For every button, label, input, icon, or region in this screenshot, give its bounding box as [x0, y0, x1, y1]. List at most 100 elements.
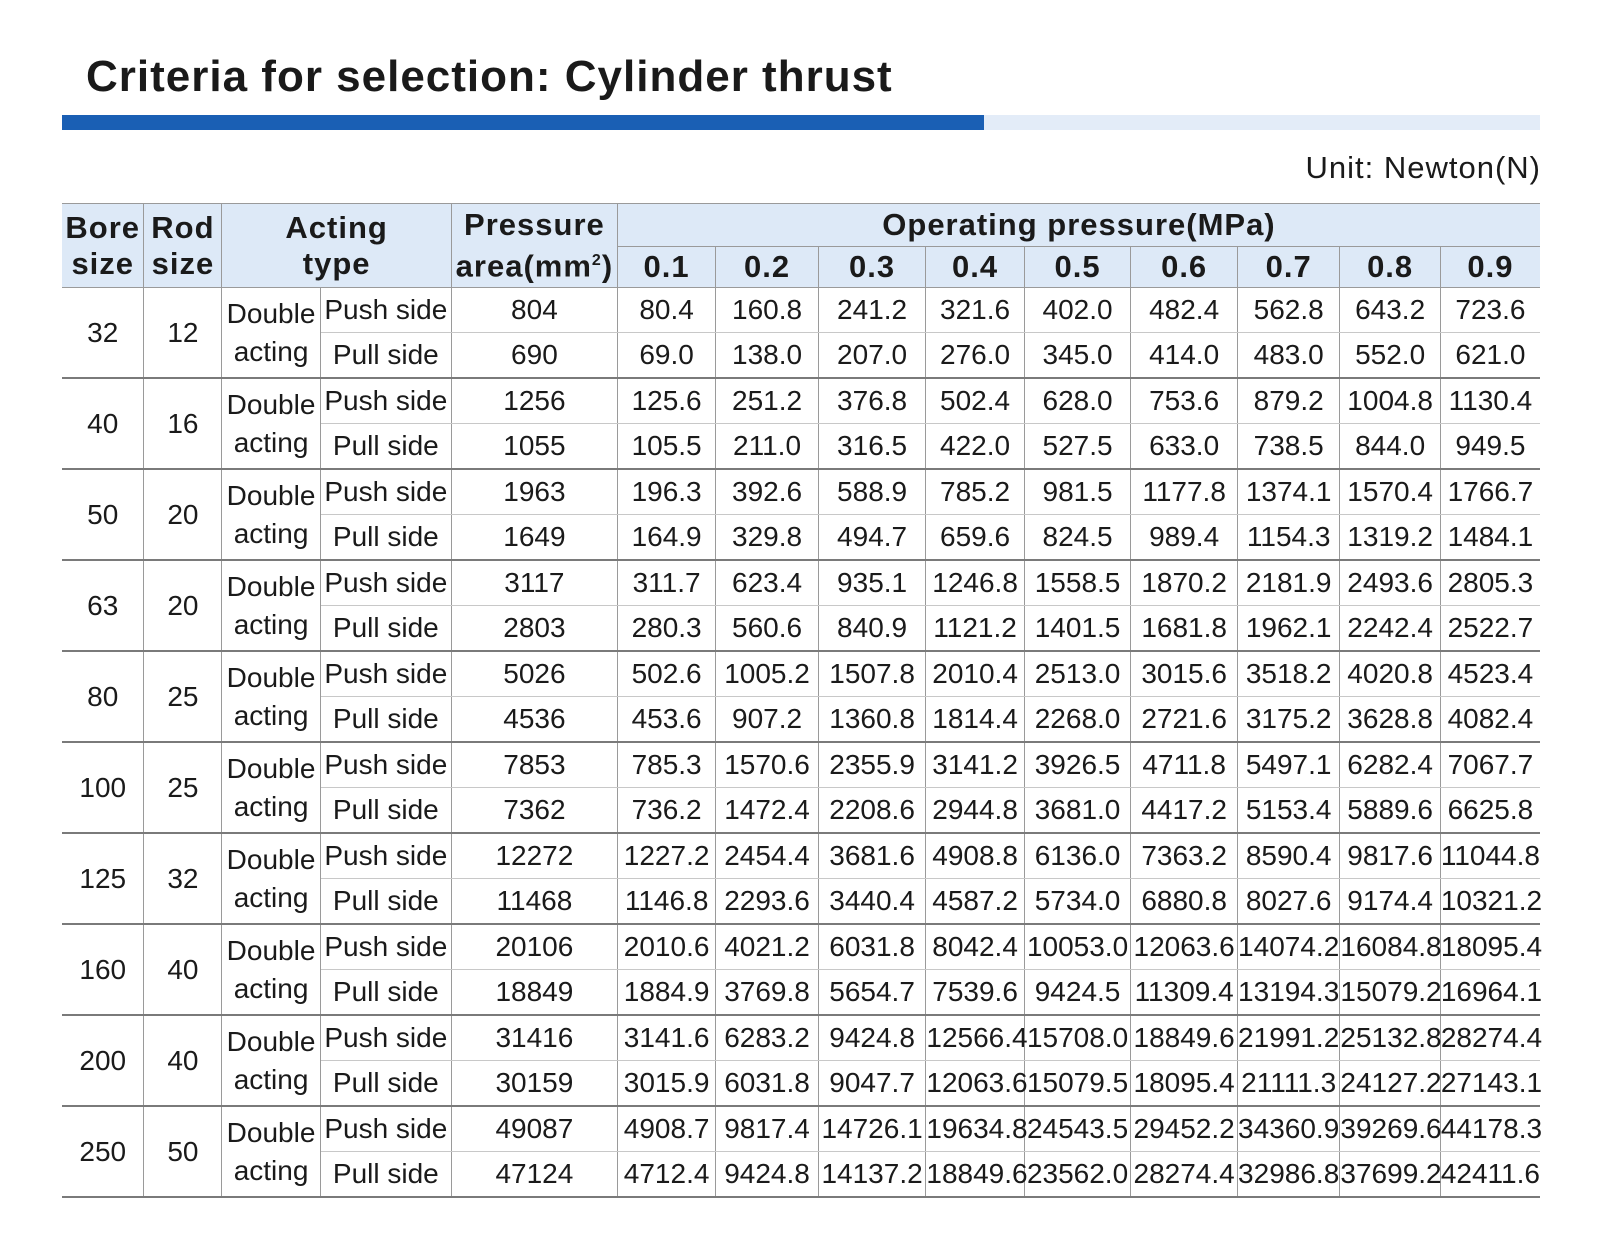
header-pressure-0.7: 0.7 — [1236, 246, 1341, 288]
side-cell: Push side — [319, 924, 452, 970]
thrust-value-cell: 13194.3 — [1236, 969, 1341, 1016]
side-cell: Pull side — [320, 787, 452, 834]
thrust-value-cell: 276.0 — [925, 332, 1025, 379]
thrust-value-cell: 251.2 — [715, 378, 819, 424]
rod-size-cell: 40 — [143, 924, 223, 1016]
thrust-value-cell: 7363.2 — [1130, 833, 1238, 879]
side-cell: Pull side — [320, 514, 452, 561]
acting-type-cell: Double acting — [221, 833, 321, 925]
thrust-value-cell: 9174.4 — [1339, 878, 1441, 925]
header-acting-type: Acting type — [221, 203, 452, 288]
thrust-value-cell: 5734.0 — [1023, 878, 1132, 925]
pressure-area-cell: 1649 — [450, 514, 618, 561]
side-cell: Pull side — [320, 605, 452, 652]
thrust-value-cell: 80.4 — [616, 287, 717, 333]
pressure-area-cell: 20106 — [450, 924, 618, 970]
thrust-value-cell: 3141.6 — [616, 1015, 717, 1061]
pressure-area-cell: 31416 — [450, 1015, 618, 1061]
thrust-value-cell: 785.2 — [925, 469, 1025, 515]
thrust-value-cell: 2522.7 — [1439, 605, 1540, 652]
thrust-value-cell: 628.0 — [1023, 378, 1132, 424]
thrust-value-cell: 1146.8 — [616, 878, 717, 925]
thrust-value-cell: 15708.0 — [1023, 1015, 1132, 1061]
thrust-value-cell: 23562.0 — [1023, 1151, 1132, 1198]
thrust-value-cell: 392.6 — [715, 469, 819, 515]
table-row: 32 12 Double acting Push side 804 80.4 160.8 241… — [62, 287, 1540, 379]
header-pressure-0.3: 0.3 — [817, 246, 927, 288]
thrust-value-cell: 3015.9 — [616, 1060, 717, 1107]
thrust-value-cell: 482.4 — [1130, 287, 1238, 333]
table-row: Pull side 2803 280.3 560.6 840.9 1121.2 1401.5… — [62, 605, 1540, 652]
thrust-value-cell: 1121.2 — [925, 605, 1025, 652]
thrust-value-cell: 28274.4 — [1439, 1015, 1542, 1061]
thrust-value-cell: 14074.2 — [1236, 924, 1341, 970]
side-cell: Push side — [319, 378, 452, 424]
header-pressure-0.8: 0.8 — [1339, 246, 1441, 288]
thrust-value-cell: 9817.4 — [715, 1106, 819, 1152]
thrust-value-cell: 9047.7 — [817, 1060, 927, 1107]
thrust-value-cell: 1570.6 — [715, 742, 819, 788]
header-rod-size: Rod size — [143, 203, 223, 288]
side-cell: Push side — [319, 560, 452, 606]
thrust-value-cell: 24127.2 — [1339, 1060, 1442, 1107]
rod-size-cell: 40 — [143, 1015, 223, 1107]
thrust-value-cell: 18849.6 — [1130, 1015, 1238, 1061]
pressure-area-cell: 2803 — [450, 605, 618, 652]
thrust-value-cell: 138.0 — [715, 332, 819, 379]
thrust-value-cell: 2513.0 — [1023, 651, 1132, 697]
rod-size-cell: 50 — [143, 1106, 223, 1198]
thrust-value-cell: 211.0 — [715, 423, 819, 470]
side-cell: Push side — [319, 1015, 452, 1061]
thrust-value-cell: 3440.4 — [817, 878, 927, 925]
thrust-value-cell: 4523.4 — [1439, 651, 1540, 697]
thrust-value-cell: 7067.7 — [1439, 742, 1540, 788]
thrust-value-cell: 16964.1 — [1439, 969, 1542, 1016]
thrust-value-cell: 21111.3 — [1236, 1060, 1341, 1107]
thrust-value-cell: 981.5 — [1023, 469, 1132, 515]
thrust-value-cell: 1681.8 — [1130, 605, 1238, 652]
thrust-value-cell: 1227.2 — [616, 833, 717, 879]
thrust-value-cell: 502.6 — [616, 651, 717, 697]
thrust-value-cell: 5889.6 — [1339, 787, 1441, 834]
thrust-value-cell: 483.0 — [1236, 332, 1341, 379]
thrust-value-cell: 8042.4 — [925, 924, 1025, 970]
bore-size-cell: 50 — [62, 469, 145, 561]
thrust-value-cell: 1472.4 — [715, 787, 819, 834]
header-bore-size: Bore size — [62, 203, 145, 288]
thrust-value-cell: 2010.4 — [925, 651, 1025, 697]
thrust-value-cell: 311.7 — [616, 560, 717, 606]
thrust-value-cell: 502.4 — [925, 378, 1025, 424]
thrust-value-cell: 1319.2 — [1339, 514, 1441, 561]
thrust-value-cell: 844.0 — [1339, 423, 1441, 470]
thrust-value-cell: 414.0 — [1130, 332, 1238, 379]
header-pressure-0.6: 0.6 — [1130, 246, 1238, 288]
thrust-value-cell: 989.4 — [1130, 514, 1238, 561]
thrust-value-cell: 196.3 — [616, 469, 717, 515]
pressure-area-cell: 1256 — [450, 378, 618, 424]
pressure-area-cell: 3117 — [450, 560, 618, 606]
header-pressure-0.4: 0.4 — [925, 246, 1025, 288]
unit-label: Unit: Newton(N) — [1305, 150, 1541, 185]
rod-size-cell: 12 — [143, 287, 223, 379]
acting-type-cell: Double acting — [221, 651, 321, 743]
thrust-value-cell: 1246.8 — [925, 560, 1025, 606]
thrust-value-cell: 1814.4 — [925, 696, 1025, 743]
side-cell: Pull side — [320, 1060, 452, 1107]
pressure-area-cell: 47124 — [450, 1151, 618, 1198]
thrust-value-cell: 1360.8 — [817, 696, 927, 743]
bore-size-cell: 200 — [62, 1015, 145, 1107]
thrust-value-cell: 69.0 — [616, 332, 717, 379]
thrust-value-cell: 2493.6 — [1339, 560, 1441, 606]
thrust-value-cell: 12566.4 — [925, 1015, 1028, 1061]
side-cell: Pull side — [320, 423, 452, 470]
thrust-value-cell: 12063.6 — [925, 1060, 1028, 1107]
thrust-value-cell: 21991.2 — [1236, 1015, 1341, 1061]
thrust-value-cell: 32986.8 — [1236, 1151, 1341, 1198]
thrust-value-cell: 738.5 — [1236, 423, 1341, 470]
thrust-value-cell: 6031.8 — [817, 924, 927, 970]
thrust-value-cell: 241.2 — [817, 287, 927, 333]
side-cell: Push side — [319, 469, 452, 515]
table-row: 160 40 Double acting Push side 20106 2010.6 402… — [62, 924, 1542, 1016]
thrust-value-cell: 5654.7 — [817, 969, 927, 1016]
cylinder-thrust-table: Bore size Rod size Acting type Pressure … — [62, 203, 1542, 1198]
